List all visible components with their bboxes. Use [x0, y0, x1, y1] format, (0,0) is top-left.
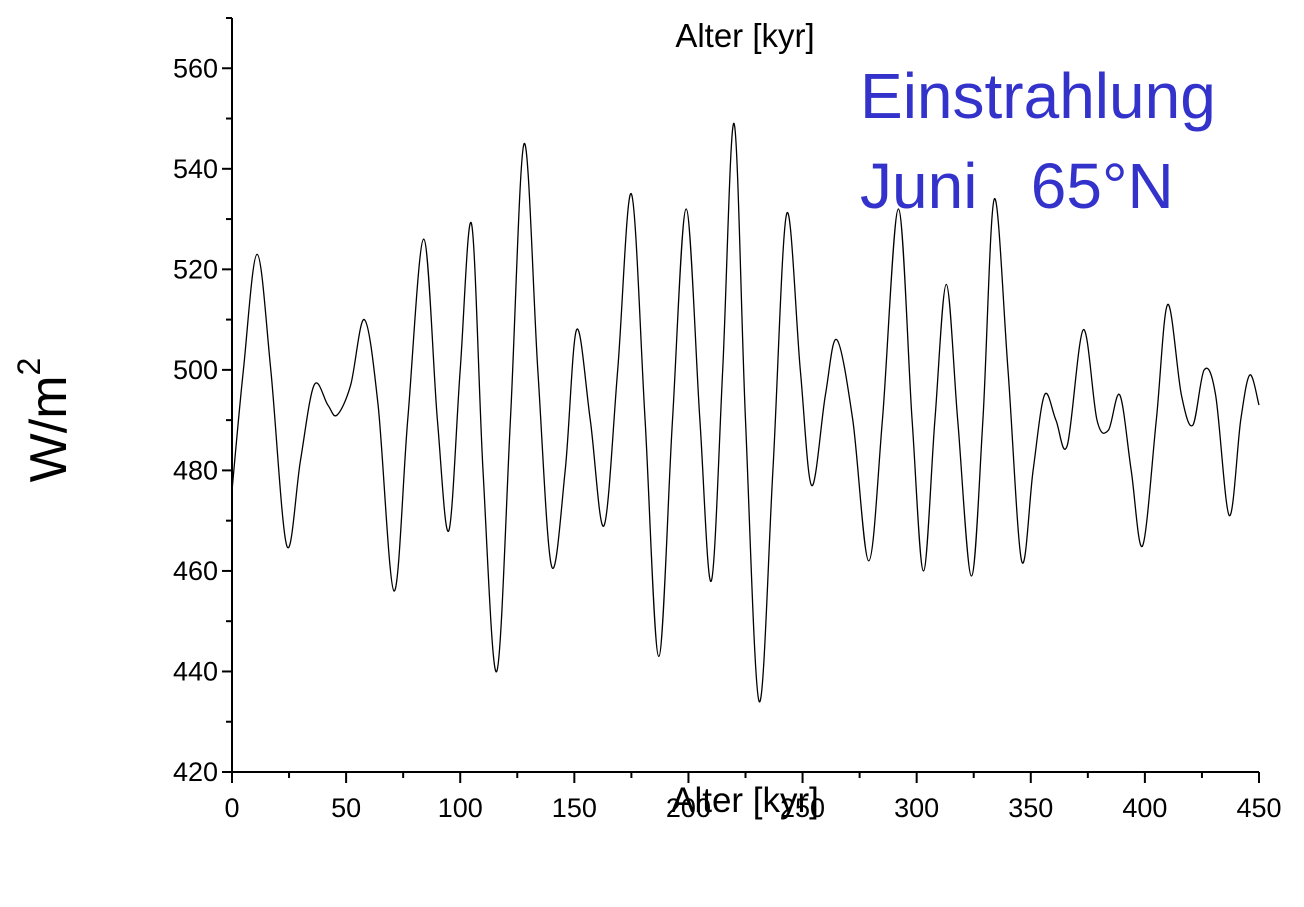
top-title: Alter [kyr] [675, 17, 814, 54]
y-tick-label: 500 [173, 355, 218, 385]
x-axis: 0 50 100 150 200 250 300 350 400 450 [224, 771, 1282, 823]
y-axis: 420 440 460 480 500 520 540 560 [173, 17, 233, 787]
y-tick-label: 540 [173, 154, 218, 184]
x-tick-label: 100 [438, 793, 483, 823]
svg-text:W/m2: W/m2 [11, 358, 78, 483]
x-tick-label: 200 [666, 793, 711, 823]
y-tick-label: 520 [173, 254, 218, 284]
annotation: Einstrahlung Juni 65°N [860, 60, 1216, 222]
x-tick-label: 0 [224, 793, 239, 823]
y-tick-label: 460 [173, 556, 218, 586]
y-tick-label: 420 [173, 757, 218, 787]
x-tick-label: 400 [1122, 793, 1167, 823]
x-tick-label: 450 [1236, 793, 1281, 823]
x-tick-label: 50 [331, 793, 361, 823]
y-tick-label: 440 [173, 656, 218, 686]
x-axis-title: Alter [kyr] [671, 781, 819, 820]
y-tick-label: 480 [173, 455, 218, 485]
x-tick-label: 150 [552, 793, 597, 823]
y-axis-title: W/m2 [11, 358, 78, 483]
y-axis-title-text: W/m [20, 375, 78, 482]
y-axis-title-superscript: 2 [11, 358, 47, 376]
x-tick-label: 250 [780, 793, 825, 823]
annotation-line-1: Einstrahlung [860, 60, 1216, 132]
x-tick-label: 350 [1008, 793, 1053, 823]
y-tick-label: 560 [173, 53, 218, 83]
x-tick-label: 300 [894, 793, 939, 823]
series-line [231, 122, 1260, 703]
annotation-line-2: Juni 65°N [860, 150, 1174, 222]
plot-area [231, 122, 1260, 703]
